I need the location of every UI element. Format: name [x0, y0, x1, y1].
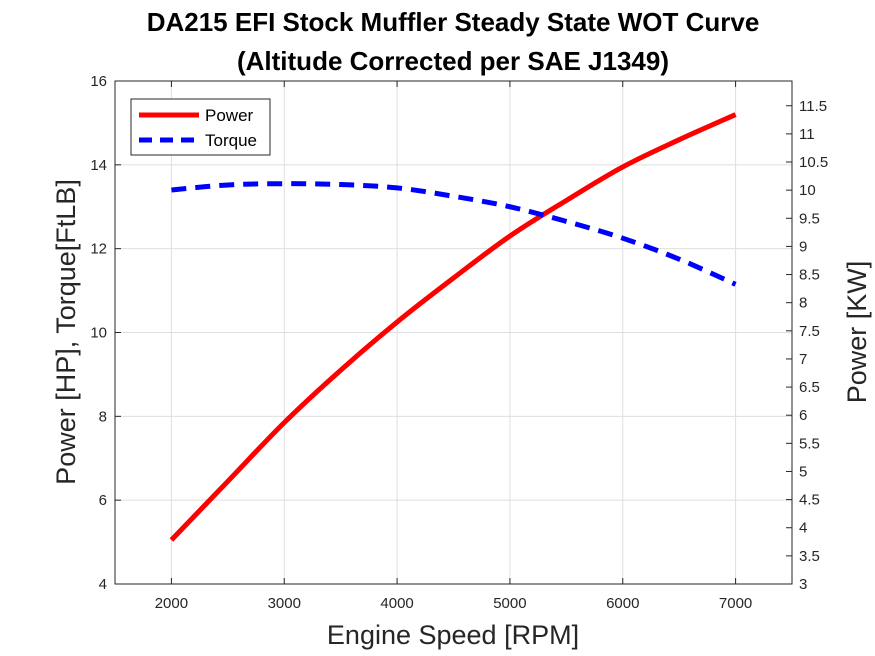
y-right-tick-label: 4.5 — [799, 492, 820, 509]
y-tick-label: 16 — [90, 73, 107, 90]
x-tick-label: 4000 — [380, 595, 413, 612]
series-line-torque — [171, 181, 737, 287]
x-tick-label: 3000 — [268, 595, 301, 612]
y-right-tick-label: 5 — [799, 463, 807, 480]
y-right-tick-label: 4 — [799, 520, 807, 537]
y-right-tick-label: 10 — [799, 182, 816, 199]
y-right-tick-label: 9 — [799, 238, 807, 255]
y-tick-label: 8 — [99, 408, 107, 425]
y-tick-label: 6 — [99, 492, 107, 509]
chart-subtitle: (Altitude Corrected per SAE J1349) — [237, 46, 669, 76]
y-tick-label: 12 — [90, 241, 107, 258]
x-axis-label: Engine Speed [RPM] — [327, 620, 579, 650]
y-right-tick-label: 7.5 — [799, 323, 820, 340]
chart-title: DA215 EFI Stock Muffler Steady State WOT… — [147, 7, 760, 37]
y-axis-label-right: Power [KW] — [842, 261, 872, 404]
y-right-tick-label: 7 — [799, 351, 807, 368]
y-tick-label: 10 — [90, 325, 107, 342]
x-tick-label: 7000 — [719, 595, 752, 612]
y-right-tick-label: 10.5 — [799, 154, 828, 171]
series-lines — [169, 112, 737, 542]
legend-label-torque: Torque — [205, 131, 257, 150]
x-tick-label: 2000 — [155, 595, 188, 612]
y-right-tick-label: 8.5 — [799, 267, 820, 284]
y-right-tick-label: 6 — [799, 407, 807, 424]
y-right-tick-label: 3 — [799, 576, 807, 593]
y-right-tick-label: 8 — [799, 295, 807, 312]
y-tick-label: 14 — [90, 157, 107, 174]
y-right-tick-label: 9.5 — [799, 210, 820, 227]
x-tick-label: 6000 — [606, 595, 639, 612]
y-right-tick-label: 11.5 — [799, 98, 827, 115]
series-line-power — [169, 112, 737, 542]
tick-labels: 2000 3000 4000 5000 6000 7000 4 6 8 10 12 14 16 3 3.5 4… — [90, 73, 828, 612]
plot-border — [114, 80, 793, 585]
y-right-tick-label: 6.5 — [799, 379, 820, 396]
y-tick-label: 4 — [99, 576, 107, 593]
y-right-tick-label: 3.5 — [799, 548, 820, 565]
y-right-tick-label: 5.5 — [799, 435, 820, 452]
legend-box — [130, 98, 271, 156]
legend-label-power: Power — [205, 106, 254, 125]
legend: Power Torque — [130, 98, 271, 156]
x-tick-label: 5000 — [493, 595, 526, 612]
y-axis-label: Power [HP], Torque[FtLB] — [51, 179, 81, 485]
y-right-tick-label: 11 — [799, 126, 815, 143]
